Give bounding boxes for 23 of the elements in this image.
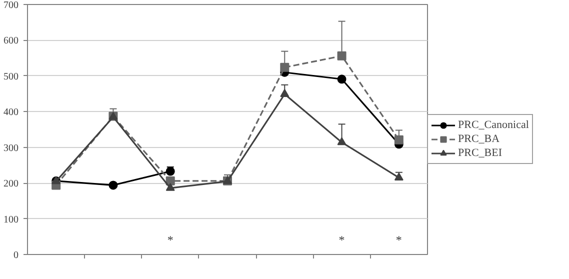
point bbox=[280, 62, 290, 72]
point bbox=[166, 166, 175, 176]
y-tick-label: 600 bbox=[4, 36, 18, 47]
legend-label: PRC_BA bbox=[458, 132, 500, 146]
y-tick-label: 400 bbox=[4, 107, 18, 118]
point bbox=[166, 182, 175, 191]
annotation: * bbox=[167, 233, 174, 248]
y-tick-label: 100 bbox=[4, 214, 18, 226]
point bbox=[337, 51, 346, 60]
y-tick-label: 200 bbox=[4, 178, 18, 190]
point bbox=[280, 89, 290, 97]
annotation: * bbox=[396, 233, 402, 248]
point bbox=[108, 180, 118, 190]
point bbox=[337, 137, 346, 146]
y-tick-label: 300 bbox=[4, 142, 18, 154]
annotation: * bbox=[338, 233, 345, 248]
point bbox=[337, 74, 346, 84]
legend-label: PRC_BEI bbox=[458, 146, 502, 160]
y-tick-label: 0 bbox=[14, 250, 18, 261]
point bbox=[394, 135, 404, 144]
y-tick-label: 500 bbox=[4, 71, 18, 82]
y-tick-label: 700 bbox=[4, 0, 18, 11]
legend-label: PRC_Canonical bbox=[458, 118, 529, 132]
